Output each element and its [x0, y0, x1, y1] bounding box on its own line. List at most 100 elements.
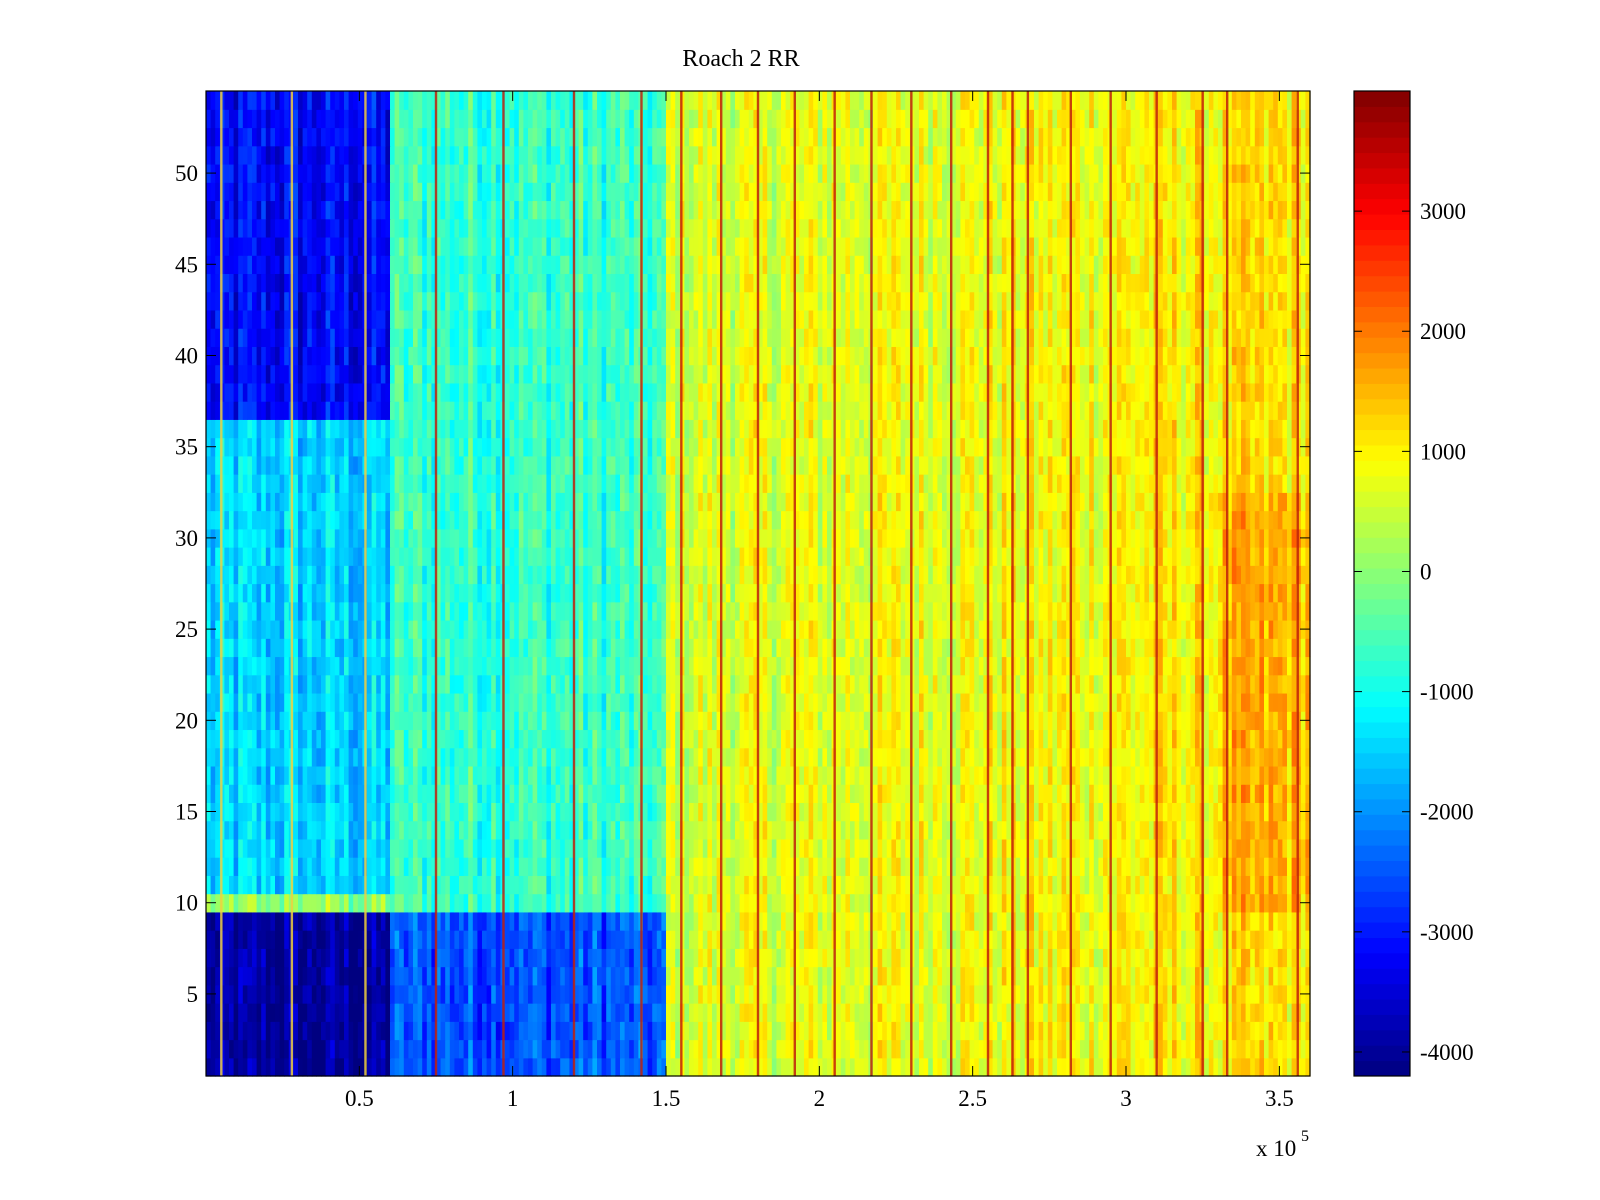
heatmap-cell — [1052, 765, 1058, 785]
heatmap-cell — [813, 911, 819, 931]
heatmap-cell — [1015, 711, 1021, 731]
heatmap-cell — [969, 911, 975, 931]
heatmap-cell — [551, 1039, 557, 1059]
heatmap-cell — [647, 838, 653, 858]
heatmap-cell — [1250, 820, 1256, 840]
heatmap-cell — [325, 948, 331, 968]
heatmap-cell — [863, 729, 869, 749]
heatmap-cell — [1273, 1057, 1279, 1077]
heatmap-cell — [426, 948, 432, 968]
heatmap-cell — [1015, 838, 1021, 858]
heatmap-cell — [1029, 966, 1035, 986]
heatmap-cell — [505, 984, 511, 1004]
heatmap-cell — [850, 984, 856, 1004]
heatmap-cell — [403, 765, 409, 785]
heatmap-cell — [1287, 1021, 1293, 1041]
heatmap-cell — [339, 784, 345, 803]
heatmap-cell — [1130, 1057, 1136, 1077]
heatmap-cell — [886, 1003, 892, 1022]
heatmap-cell — [863, 875, 869, 895]
heatmap-cell — [817, 692, 823, 712]
heatmap-cell — [413, 765, 419, 785]
heatmap-cell — [413, 984, 419, 1004]
heatmap-cell — [606, 729, 612, 749]
heatmap-cell — [1282, 838, 1288, 858]
heatmap-cell — [601, 1003, 607, 1022]
heatmap-cell — [1006, 1021, 1012, 1041]
heatmap-cell — [1038, 784, 1044, 803]
heatmap-cell — [822, 911, 828, 931]
heatmap-cell — [790, 729, 796, 749]
heatmap-cell — [1241, 984, 1247, 1004]
heatmap-cell — [721, 893, 727, 913]
heatmap-cell — [482, 857, 488, 876]
heatmap-cell — [1052, 747, 1058, 767]
heatmap-cell — [822, 820, 828, 840]
heatmap-cell — [1098, 1003, 1104, 1022]
heatmap-cell — [863, 692, 869, 712]
heatmap-cell — [1116, 838, 1122, 858]
heatmap-cell — [1218, 747, 1224, 767]
heatmap-cell — [1167, 729, 1173, 749]
heatmap-cell — [923, 711, 929, 731]
heatmap-cell — [1231, 1039, 1237, 1059]
heatmap-cell — [334, 857, 340, 876]
heatmap-cell — [716, 875, 722, 895]
heatmap-cell — [813, 838, 819, 858]
heatmap-cell — [578, 1003, 584, 1022]
heatmap-cell — [1181, 802, 1187, 822]
heatmap-cell — [1075, 1039, 1081, 1059]
heatmap-cell — [1121, 875, 1127, 895]
heatmap-cell — [863, 838, 869, 858]
heatmap-cell — [946, 765, 952, 785]
heatmap-cell — [505, 911, 511, 931]
heatmap-cell — [229, 802, 235, 822]
heatmap-cell — [1162, 820, 1168, 840]
heatmap-cell — [629, 729, 635, 749]
heatmap-cell — [440, 966, 446, 986]
heatmap-cell — [486, 893, 492, 913]
heatmap-cell — [725, 1057, 731, 1077]
heatmap-cell — [528, 1021, 534, 1041]
heatmap-cell — [877, 966, 883, 986]
heatmap-cell — [1034, 1021, 1040, 1041]
heatmap-cell — [279, 802, 285, 822]
heatmap-cell — [942, 911, 948, 931]
heatmap-cell — [1034, 930, 1040, 949]
heatmap-cell — [955, 729, 961, 749]
heatmap-cell — [298, 802, 304, 822]
heatmap-cell — [988, 1039, 994, 1059]
heatmap-cell — [390, 692, 396, 712]
heatmap-cell — [808, 784, 814, 803]
heatmap-cell — [730, 930, 736, 949]
heatmap-cell — [459, 984, 465, 1004]
heatmap-cell — [863, 711, 869, 731]
heatmap-cell — [891, 911, 897, 931]
heatmap-cell — [399, 729, 405, 749]
heatmap-cell — [946, 692, 952, 712]
heatmap-cell — [767, 875, 773, 895]
heatmap-cell — [1047, 802, 1053, 822]
heatmap-cell — [693, 765, 699, 785]
heatmap-cell — [1204, 930, 1210, 949]
heatmap-cell — [785, 911, 791, 931]
heatmap-cell — [730, 1021, 736, 1041]
heatmap-cell — [385, 802, 391, 822]
heatmap-cell — [293, 948, 299, 968]
heatmap-cell — [610, 911, 616, 931]
heatmap-cell — [541, 1057, 547, 1077]
heatmap-cell — [840, 784, 846, 803]
heatmap-cell — [877, 875, 883, 895]
heatmap-cell — [974, 857, 980, 876]
heatmap-cell — [992, 802, 998, 822]
heatmap-cell — [436, 948, 442, 968]
heatmap-cell — [505, 802, 511, 822]
heatmap-cell — [712, 930, 718, 949]
heatmap-cell — [896, 1039, 902, 1059]
heatmap-cell — [298, 729, 304, 749]
heatmap-cell — [693, 692, 699, 712]
heatmap-cell — [1015, 857, 1021, 876]
heatmap-cell — [275, 857, 281, 876]
heatmap-cell — [574, 692, 580, 712]
heatmap-cell — [850, 875, 856, 895]
